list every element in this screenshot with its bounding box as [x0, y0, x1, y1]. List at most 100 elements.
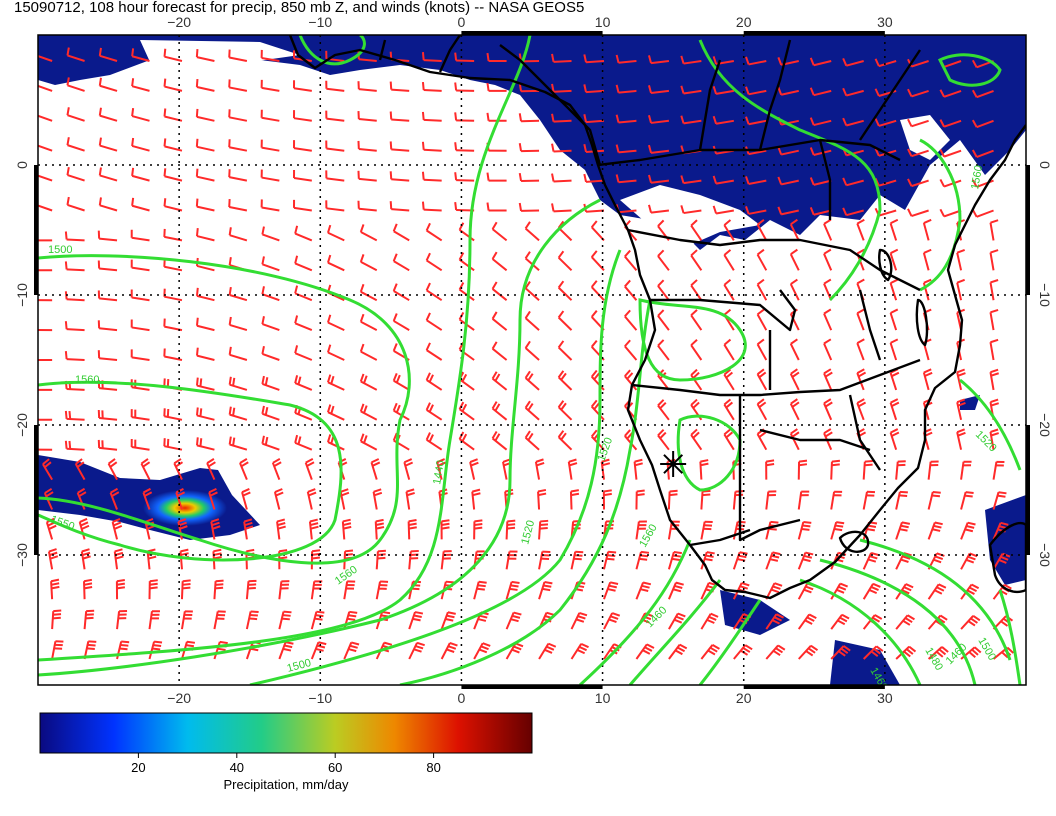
wind-barb [421, 52, 442, 62]
wind-barb [130, 319, 150, 332]
wind-barb [874, 178, 897, 187]
wind-barb [797, 551, 814, 570]
wind-barb [392, 283, 410, 302]
wind-barb [421, 201, 442, 212]
wind-barb [440, 642, 458, 660]
wind-barb [163, 138, 183, 152]
wind-barb [260, 169, 280, 182]
wind-barb [83, 609, 95, 630]
wind-barb [789, 278, 800, 301]
wind-barb [308, 518, 319, 540]
wind-barb [454, 142, 475, 152]
wind-barb [195, 407, 215, 421]
contour-label: 1520 [973, 429, 999, 455]
wind-barb [38, 444, 53, 451]
wind-barb [195, 108, 215, 122]
wind-barb [723, 428, 735, 451]
precip-region-south [720, 590, 790, 635]
wind-barb [38, 204, 53, 212]
wind-barb [454, 112, 475, 122]
wind-barb [635, 520, 647, 540]
country-border [650, 289, 797, 332]
wind-barb [551, 53, 572, 63]
wind-barb [421, 81, 442, 92]
wind-barb [505, 519, 516, 540]
wind-barb [624, 369, 638, 391]
wind-barb [116, 609, 128, 630]
wind-barb [603, 550, 617, 570]
colorbar-title: Precipitation, mm/day [224, 777, 349, 792]
wind-barb [956, 278, 966, 301]
wind-barb [293, 80, 312, 92]
map-title: 15090712, 108 hour forecast for precip, … [14, 0, 584, 16]
wind-barb [131, 197, 150, 212]
colorbar-tick-label: 40 [230, 760, 244, 775]
wind-barb [271, 458, 282, 480]
wind-barb [960, 552, 978, 570]
wind-barb [557, 250, 573, 272]
contour-line [698, 599, 762, 685]
wind-barb [809, 57, 832, 67]
wind-barb [624, 249, 638, 271]
wind-barb [389, 171, 410, 182]
wind-barb [862, 645, 884, 660]
wind-barb [195, 317, 215, 332]
wind-barb [830, 645, 851, 660]
wind-barb [163, 348, 183, 361]
wind-barb [64, 231, 85, 242]
wind-barb [756, 398, 768, 421]
wind-barb [989, 338, 999, 361]
wind-barb [98, 197, 118, 212]
wind-barb [922, 248, 932, 271]
wind-barb [440, 611, 456, 630]
wind-barb [294, 345, 313, 361]
wind-barb [228, 436, 248, 451]
precip-gap [620, 185, 760, 245]
wind-barb [140, 458, 151, 481]
wind-barb [260, 49, 280, 62]
wind-barb [862, 490, 876, 510]
wind-barb [809, 87, 832, 97]
wind-barb [260, 139, 280, 152]
wind-barb [107, 458, 118, 481]
wind-barb [723, 368, 735, 391]
contour-line [38, 198, 601, 677]
lon-tick-label-bottom: 30 [877, 690, 893, 706]
wind-barb [907, 148, 929, 158]
wind-barb [130, 409, 150, 421]
wind-barb [405, 488, 415, 510]
contour-line [959, 378, 1022, 471]
lat-tick-label-left: −30 [14, 543, 30, 567]
wind-barb [294, 434, 313, 451]
wind-barb [551, 143, 572, 153]
wind-barb [228, 406, 248, 421]
wind-barb [856, 368, 867, 391]
wind-barb [862, 582, 881, 600]
wind-barb [583, 114, 605, 124]
wind-barb [615, 144, 637, 154]
wind-barb [327, 224, 345, 242]
wind-barb [66, 77, 85, 92]
lon-tick-label-bottom: −10 [308, 690, 332, 706]
wind-barb [421, 111, 442, 122]
colorbar-ticks: 20 40 60 80 [131, 753, 441, 775]
wind-barb [745, 56, 767, 66]
wind-barb [971, 209, 994, 218]
contour-line [819, 558, 977, 685]
wind-barb [80, 548, 91, 570]
wind-barb [389, 81, 410, 92]
wind-barb [66, 107, 85, 122]
wind-barb [38, 414, 53, 421]
wind-barb [163, 78, 183, 92]
wind-barb [357, 200, 377, 212]
wind-barb [392, 313, 410, 331]
wind-barb [440, 519, 450, 540]
wind-barb [524, 430, 540, 451]
wind-barb [777, 176, 799, 186]
wind-barb [357, 170, 377, 182]
wind-barb [590, 250, 605, 271]
wind-barb [38, 384, 53, 391]
wind-barb [615, 174, 637, 184]
wind-barb [505, 642, 524, 660]
wind-barb [458, 371, 475, 391]
